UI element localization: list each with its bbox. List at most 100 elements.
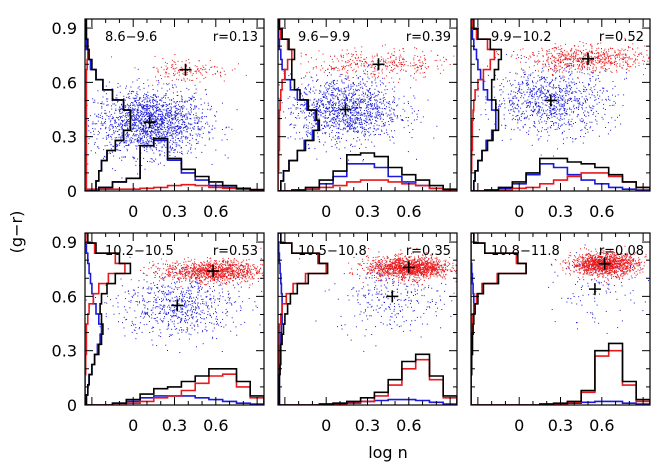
scatter-point — [167, 132, 169, 134]
scatter-point — [383, 100, 385, 101]
scatter-point — [193, 92, 195, 94]
scatter-point — [135, 119, 137, 120]
scatter-point — [322, 97, 324, 98]
scatter-point — [152, 99, 153, 101]
scatter-point — [349, 123, 351, 124]
scatter-point — [141, 106, 143, 108]
scatter-point — [328, 107, 330, 109]
scatter-point — [413, 110, 415, 112]
scatter-point — [181, 79, 182, 81]
scatter-point — [372, 109, 374, 111]
scatter-point — [540, 87, 542, 89]
scatter-point — [357, 78, 359, 80]
scatter-point — [140, 118, 142, 120]
scatter-point — [518, 100, 520, 102]
scatter-point — [411, 137, 413, 139]
scatter-point — [521, 93, 523, 94]
scatter-point — [149, 131, 150, 133]
scatter-point — [150, 119, 152, 121]
scatter-point — [548, 91, 549, 92]
scatter-point — [528, 96, 530, 98]
scatter-point — [198, 70, 200, 71]
scatter-point — [496, 78, 498, 80]
scatter-point — [615, 55, 617, 56]
scatter-point — [375, 82, 377, 84]
scatter-point — [181, 132, 183, 134]
scatter-point — [605, 52, 607, 54]
scatter-point — [176, 108, 178, 110]
scatter-point — [121, 134, 123, 136]
scatter-point — [566, 84, 568, 86]
scatter-point — [324, 112, 326, 114]
scatter-point — [419, 72, 421, 74]
scatter-point — [149, 104, 151, 106]
scatter-point — [106, 115, 108, 117]
scatter-point — [597, 94, 598, 96]
scatter-point — [141, 122, 143, 124]
scatter-point — [391, 77, 393, 79]
scatter-point — [356, 126, 358, 128]
scatter-point — [133, 113, 134, 115]
scatter-point — [171, 99, 173, 101]
scatter-point — [520, 61, 521, 63]
scatter-point — [180, 127, 182, 129]
scatter-point — [177, 112, 179, 114]
scatter-point — [436, 125, 438, 127]
scatter-point — [202, 132, 204, 134]
scatter-point — [226, 126, 228, 128]
scatter-point — [316, 74, 318, 76]
scatter-point — [170, 129, 172, 131]
scatter-point — [569, 58, 571, 60]
scatter-point — [132, 81, 134, 83]
scatter-point — [550, 61, 552, 63]
scatter-point — [352, 94, 354, 96]
scatter-point — [365, 107, 367, 109]
scatter-point — [310, 132, 311, 134]
scatter-point — [153, 105, 155, 107]
scatter-point — [544, 78, 546, 80]
scatter-point — [544, 93, 546, 95]
scatter-point — [383, 60, 384, 62]
scatter-point — [154, 94, 156, 96]
scatter-point — [191, 123, 193, 125]
scatter-point — [176, 107, 178, 109]
scatter-point — [581, 96, 583, 98]
scatter-point — [142, 136, 143, 138]
scatter-point — [564, 57, 566, 59]
scatter-point — [123, 156, 125, 158]
scatter-point — [332, 107, 334, 109]
scatter-point — [553, 65, 555, 67]
scatter-point — [141, 119, 143, 121]
scatter-point — [524, 74, 525, 75]
scatter-point — [318, 141, 320, 142]
scatter-point — [176, 101, 178, 103]
scatter-point — [146, 101, 148, 103]
scatter-point — [357, 114, 359, 116]
scatter-point — [569, 59, 571, 61]
scatter-point — [117, 100, 119, 102]
scatter-point — [115, 127, 117, 129]
scatter-point — [413, 62, 415, 64]
scatter-point — [296, 117, 298, 119]
scatter-point — [513, 103, 515, 104]
scatter-point — [542, 109, 544, 111]
scatter-point — [161, 147, 163, 149]
scatter-point — [549, 86, 551, 87]
scatter-point — [101, 106, 103, 108]
scatter-point — [187, 113, 189, 115]
scatter-point — [221, 102, 223, 104]
scatter-point — [127, 113, 129, 115]
scatter-point — [366, 111, 368, 113]
scatter-point — [541, 96, 543, 98]
scatter-point — [178, 144, 180, 146]
scatter-point — [133, 158, 135, 160]
scatter-point — [346, 78, 348, 80]
scatter-point — [565, 54, 567, 56]
scatter-point — [529, 127, 531, 129]
scatter-point — [382, 83, 384, 85]
scatter-point — [113, 98, 114, 100]
scatter-point — [316, 103, 318, 105]
scatter-point — [136, 110, 138, 112]
scatter-point — [337, 122, 338, 124]
scatter-point — [158, 129, 160, 130]
